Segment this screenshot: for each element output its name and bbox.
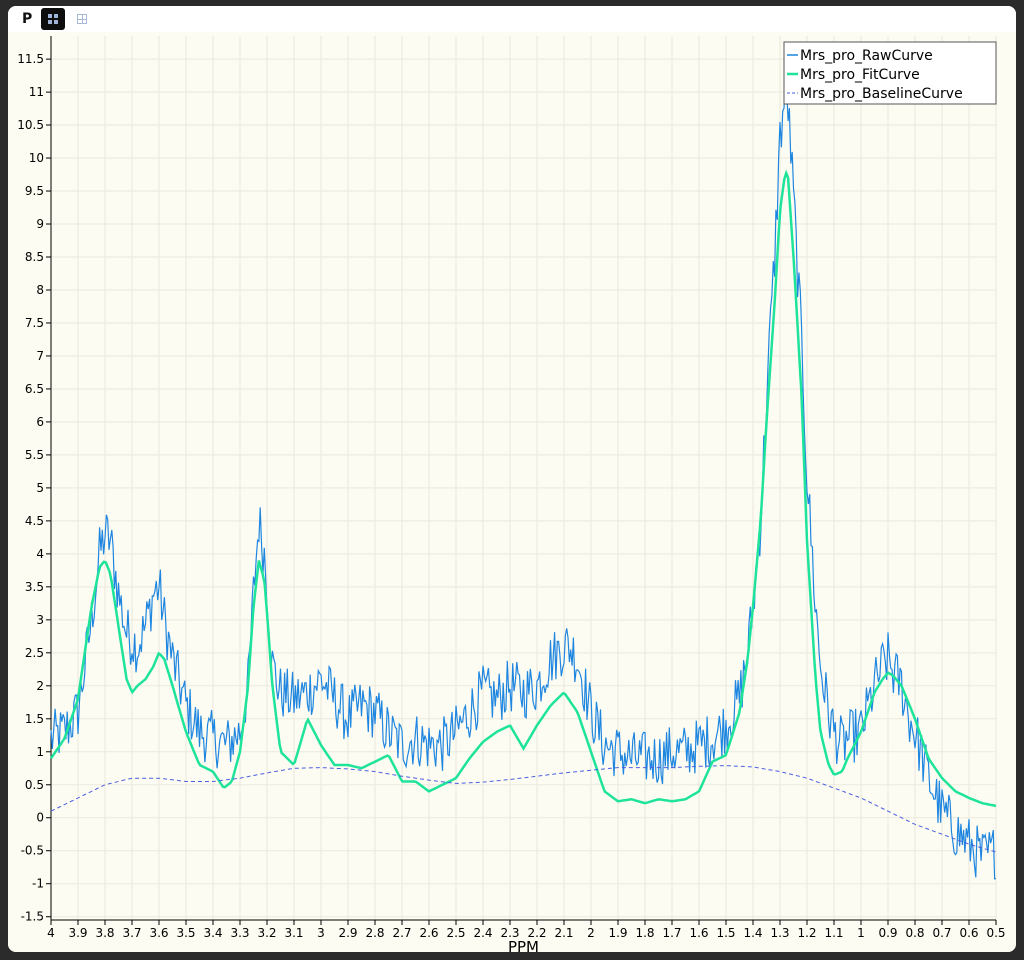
x-tick-label: 2.6 <box>419 926 438 940</box>
y-tick-label: 0.5 <box>25 778 44 792</box>
line-chart: 11.51110.5109.598.587.576.565.554.543.53… <box>17 36 1006 952</box>
x-tick-label: 0.6 <box>959 926 978 940</box>
x-tick-label: 2.7 <box>392 926 411 940</box>
x-tick-label: 0.7 <box>932 926 951 940</box>
y-tick-label: 3 <box>36 613 44 627</box>
app-window: P 11.5 11 10.5 10 9.5 9 8.5 8 7.5 7 6.5 6 5.5 5 4.5 4 3.… <box>8 6 1016 952</box>
x-axis-title: PPM <box>508 938 539 952</box>
y-tick-label: 10 <box>29 151 44 165</box>
legend-entry-2: Mrs_pro_FitCurve <box>800 67 920 83</box>
y-tick-label: 4.5 <box>25 514 44 528</box>
split-view-icon <box>77 14 87 24</box>
x-tick-label: 2.5 <box>446 926 465 940</box>
y-tick-label: 3.5 <box>25 580 44 594</box>
y-tick-label: 7 <box>36 349 44 363</box>
x-tick-label: 2.1 <box>554 926 573 940</box>
x-tick-label: 1 <box>857 926 865 940</box>
series-line-2 <box>49 169 997 808</box>
x-tick-label: 3.8 <box>95 926 114 940</box>
y-tick-label: 11.5 <box>17 52 44 66</box>
series-line-3 <box>50 765 997 853</box>
axes-layer: 11.51110.5109.598.587.576.565.554.543.53… <box>17 36 1006 940</box>
x-tick-label: 3.9 <box>68 926 87 940</box>
y-tick-label: -0.5 <box>21 844 44 858</box>
y-tick-label: 10.5 <box>17 118 44 132</box>
y-tick-label: 0 <box>36 811 44 825</box>
x-tick-label: 2.9 <box>338 926 357 940</box>
x-tick-label: 1.5 <box>716 926 735 940</box>
series-line-1 <box>50 70 997 880</box>
x-tick-label: 3.2 <box>257 926 276 940</box>
x-tick-label: 2.3 <box>500 926 519 940</box>
y-tick-label: 2.5 <box>25 646 44 660</box>
x-tick-label: 3 <box>317 926 325 940</box>
y-tick-label: 1.5 <box>25 712 44 726</box>
y-tick-label: 5.5 <box>25 448 44 462</box>
x-tick-label: 0.5 <box>986 926 1005 940</box>
x-tick-label: 1.8 <box>635 926 654 940</box>
x-tick-label: 1.4 <box>743 926 762 940</box>
single-view-icon <box>48 14 58 24</box>
x-tick-label: 2.2 <box>527 926 546 940</box>
series-layer <box>49 70 997 880</box>
toolbar-label: P <box>22 11 33 27</box>
y-tick-label: 9.5 <box>25 184 44 198</box>
y-tick-label: 8 <box>36 283 44 297</box>
legend-entry-1: Mrs_pro_RawCurve <box>800 48 933 64</box>
x-tick-label: 0.9 <box>878 926 897 940</box>
x-tick-label: 2 <box>587 926 595 940</box>
x-tick-label: 3.7 <box>122 926 141 940</box>
y-tick-label: -1 <box>32 877 44 891</box>
y-tick-label: 1 <box>36 745 44 759</box>
x-tick-label: 1.1 <box>824 926 843 940</box>
x-tick-label: 3.3 <box>230 926 249 940</box>
x-tick-label: 3.4 <box>203 926 222 940</box>
split-view-button[interactable] <box>70 8 94 30</box>
y-tick-label: 7.5 <box>25 316 44 330</box>
x-tick-label: 3.6 <box>149 926 168 940</box>
legend-box <box>783 41 997 105</box>
y-tick-label: 6 <box>36 415 44 429</box>
grid-layer <box>50 36 997 920</box>
x-tick-label: 3.1 <box>284 926 303 940</box>
x-tick-label: 2.4 <box>473 926 492 940</box>
y-tick-label: 5 <box>36 481 44 495</box>
y-tick-label: 8.5 <box>25 250 44 264</box>
y-tick-label: 11 <box>29 85 44 99</box>
x-tick-label: 1.3 <box>770 926 789 940</box>
y-tick-label: -1.5 <box>21 910 44 924</box>
x-tick-label: 1.6 <box>689 926 708 940</box>
chart-area: 11.5 11 10.5 10 9.5 9 8.5 8 7.5 7 6.5 6 5.5 5 4.5 4 3.5 3… <box>8 32 1016 952</box>
y-tick-label: 9 <box>36 217 44 231</box>
x-tick-label: 3.5 <box>176 926 195 940</box>
legend-entry-3: Mrs_pro_BaselineCurve <box>800 86 963 102</box>
single-view-button[interactable] <box>41 8 65 30</box>
y-tick-label: 4 <box>36 547 44 561</box>
y-tick-label: 6.5 <box>25 382 44 396</box>
x-tick-label: 4 <box>47 926 55 940</box>
x-tick-label: 1.9 <box>608 926 627 940</box>
x-tick-label: 2.8 <box>365 926 384 940</box>
toolbar: P <box>8 6 1016 32</box>
x-tick-label: 1.2 <box>797 926 816 940</box>
legend: Mrs_pro_RawCurve Mrs_pro_FitCurve Mrs_pro_… <box>783 41 997 105</box>
x-tick-label: 0.8 <box>905 926 924 940</box>
x-tick-label: 1.7 <box>662 926 681 940</box>
y-tick-label: 2 <box>36 679 44 693</box>
